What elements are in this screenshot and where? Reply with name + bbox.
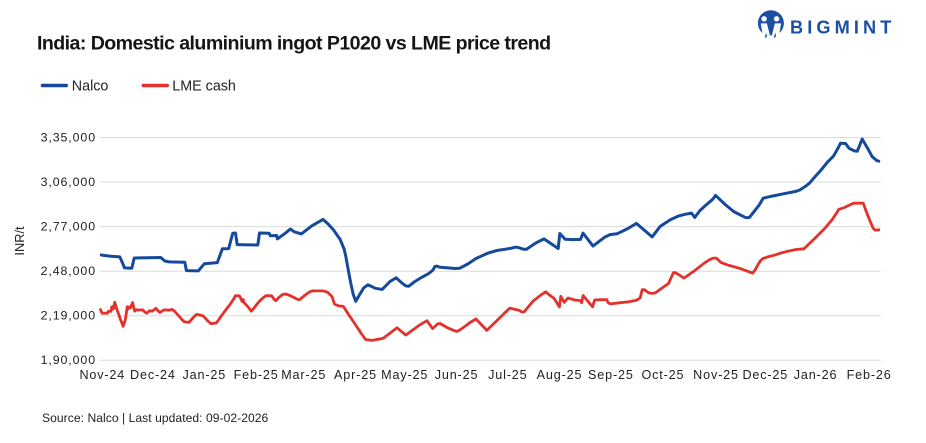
svg-text:Dec-25: Dec-25 xyxy=(742,368,788,382)
svg-text:Mar-25: Mar-25 xyxy=(281,368,326,382)
svg-text:Nalco: Nalco xyxy=(72,79,109,95)
svg-text:Oct-25: Oct-25 xyxy=(641,368,684,382)
svg-text:2,77,000: 2,77,000 xyxy=(41,220,96,234)
svg-text:Source: Nalco | Last updated:: Source: Nalco | Last updated: 09-02-2026 xyxy=(42,411,269,425)
svg-text:Feb-25: Feb-25 xyxy=(234,368,279,382)
svg-text:3,06,000: 3,06,000 xyxy=(41,175,96,189)
svg-text:Nov-24: Nov-24 xyxy=(79,368,125,382)
svg-text:3,35,000: 3,35,000 xyxy=(41,131,96,145)
svg-text:Jun-25: Jun-25 xyxy=(435,368,479,382)
svg-text:Jul-25: Jul-25 xyxy=(488,368,527,382)
svg-text:2,19,000: 2,19,000 xyxy=(41,309,96,323)
svg-text:Jan-26: Jan-26 xyxy=(794,368,838,382)
svg-text:India: Domestic aluminium ingo: India: Domestic aluminium ingot P1020 vs… xyxy=(37,33,551,55)
svg-text:INR/t: INR/t xyxy=(12,226,27,256)
svg-text:BIGMINT: BIGMINT xyxy=(790,18,895,38)
svg-text:Sep-25: Sep-25 xyxy=(588,368,634,382)
svg-text:Apr-25: Apr-25 xyxy=(334,368,377,382)
svg-text:Jan-25: Jan-25 xyxy=(182,368,226,382)
svg-text:Aug-25: Aug-25 xyxy=(537,368,583,382)
svg-text:2,48,000: 2,48,000 xyxy=(41,264,96,278)
svg-text:Feb-26: Feb-26 xyxy=(847,368,892,382)
svg-text:May-25: May-25 xyxy=(381,368,428,382)
svg-text:LME cash: LME cash xyxy=(172,79,236,95)
svg-text:1,90,000: 1,90,000 xyxy=(41,353,96,367)
svg-text:Dec-24: Dec-24 xyxy=(130,368,176,382)
svg-text:Nov-25: Nov-25 xyxy=(693,368,739,382)
